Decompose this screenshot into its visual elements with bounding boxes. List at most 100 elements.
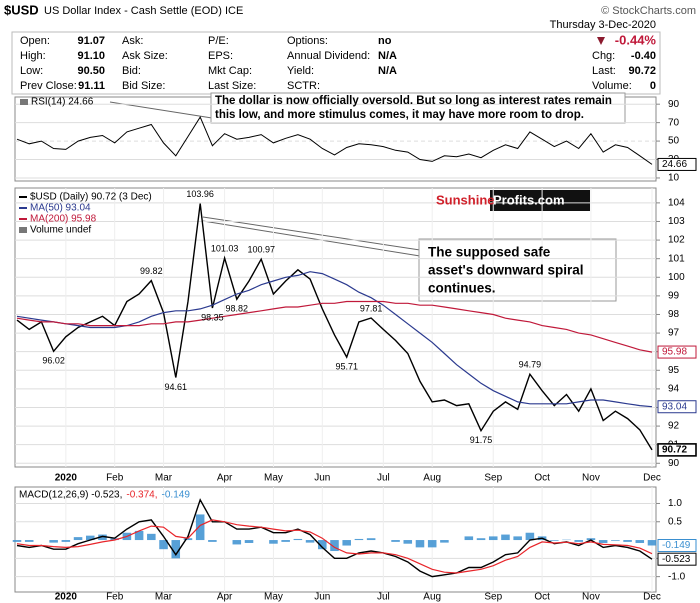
y-tick-label: 50 (668, 136, 680, 147)
histogram-bar (159, 540, 168, 550)
point-label: 96.02 (42, 356, 65, 366)
x-tick-label: Feb (106, 592, 124, 603)
x-tick-label: Dec (643, 592, 661, 603)
value-box-label: 93.04 (662, 401, 687, 412)
y-tick-label: 10 (668, 173, 680, 184)
quote-value: 91.07 (77, 35, 105, 47)
x-tick-label: Mar (155, 592, 173, 603)
histogram-bar (244, 540, 254, 543)
quote-value: 90.50 (77, 65, 105, 77)
x-tick-label: Jul (377, 592, 390, 603)
histogram-bar (171, 540, 181, 559)
histogram-bar (440, 540, 449, 543)
histogram-bar (391, 540, 400, 542)
legend-label: $USD (Daily) 90.72 (3 Dec) (30, 192, 152, 203)
legend-label: Volume undef (30, 225, 91, 236)
change-percent: -0.44% (615, 32, 657, 47)
rsi-note-box (210, 92, 626, 124)
x-tick-label: Feb (106, 473, 124, 484)
legend-label: -0.149 (162, 490, 191, 501)
y-tick-label: 95 (668, 365, 680, 376)
quote-label: Options: (287, 35, 328, 47)
x-tick-label: Jul (377, 473, 390, 484)
x-tick-label: Oct (534, 473, 550, 484)
quote-label: Prev Close: (20, 80, 77, 92)
legend-label: MA(200) 95.98 (30, 214, 97, 225)
point-label: 99.82 (140, 266, 163, 276)
rsi-icon (20, 99, 28, 105)
histogram-bar (464, 536, 474, 541)
logo-right (490, 190, 590, 211)
y-tick-label: 102 (668, 235, 685, 246)
histogram-bar (49, 540, 58, 543)
x-tick-label: Nov (582, 592, 600, 603)
quote-value: N/A (378, 50, 397, 62)
x-tick-label: Aug (423, 592, 441, 603)
value-box-label: 90.72 (662, 445, 687, 456)
x-tick-label: Jun (314, 473, 330, 484)
logo-text: Profits.com (493, 192, 565, 207)
quote-label: High: (20, 50, 46, 62)
point-label: 94.79 (519, 360, 542, 370)
point-label: 98.82 (226, 304, 249, 314)
histogram-bar (318, 540, 327, 550)
rsi-line (16, 116, 653, 165)
legend-swatch (19, 227, 27, 233)
histogram-bar (342, 540, 351, 546)
quote-label: Chg: (592, 50, 615, 62)
histogram-bar (293, 538, 303, 541)
value-box-label: -0.149 (662, 540, 691, 551)
quote-date: Thursday 3-Dec-2020 (550, 19, 656, 31)
histogram-bar (476, 538, 486, 541)
histogram-bar (232, 540, 242, 545)
histogram-bar (61, 540, 71, 542)
y-tick-label: 1.0 (668, 498, 682, 509)
histogram-bar (24, 540, 34, 542)
annotation: The supposed safe (428, 245, 551, 260)
y-tick-label: 90 (668, 99, 680, 110)
histogram-bar (208, 540, 217, 542)
histogram-bar (98, 534, 107, 541)
quote-label: Annual Dividend: (287, 50, 370, 62)
x-tick-label: Mar (155, 473, 173, 484)
histogram-bar (488, 536, 498, 541)
legend-label: -0.374, (126, 490, 157, 501)
value-box (657, 552, 697, 566)
y-tick-label: 98 (668, 309, 680, 320)
histogram-bar (415, 540, 425, 548)
histogram-bar (281, 540, 290, 542)
x-tick-label: 2020 (55, 473, 78, 484)
histogram-bar (403, 540, 413, 544)
quote-value: -0.40 (631, 50, 656, 62)
quote-label: P/E: (208, 35, 229, 47)
point-label: 95.71 (335, 361, 358, 371)
quote-value: 91.10 (77, 50, 105, 62)
histogram-bar (635, 540, 645, 543)
x-tick-label: Jun (314, 592, 330, 603)
quote-label: SCTR: (287, 80, 320, 92)
y-tick-label: 97 (668, 328, 680, 339)
histogram-bar (110, 538, 119, 541)
quote-label: Bid Size: (122, 80, 165, 92)
quote-value: 0 (650, 80, 656, 92)
quote-value: N/A (378, 65, 397, 77)
annotation: asset's downward spiral (428, 263, 584, 278)
x-tick-label: Oct (534, 592, 550, 603)
y-tick-label: 100 (668, 272, 685, 283)
histogram-bar (147, 533, 156, 541)
x-tick-label: May (264, 592, 283, 603)
histogram-bar (623, 540, 632, 542)
x-tick-label: Sep (484, 473, 502, 484)
quote-label: Yield: (287, 65, 314, 77)
value-box (657, 400, 697, 414)
series-line (16, 519, 653, 574)
histogram-bar (366, 538, 376, 541)
y-tick-label: 103 (668, 216, 685, 227)
logo-text: Sunshine (436, 192, 495, 207)
x-tick-label: Sep (484, 592, 502, 603)
x-tick-label: Dec (643, 473, 661, 484)
value-box (657, 157, 697, 171)
credit: © StockCharts.com (601, 5, 696, 17)
price-note-box (418, 238, 617, 302)
quote-label: Open: (20, 35, 50, 47)
